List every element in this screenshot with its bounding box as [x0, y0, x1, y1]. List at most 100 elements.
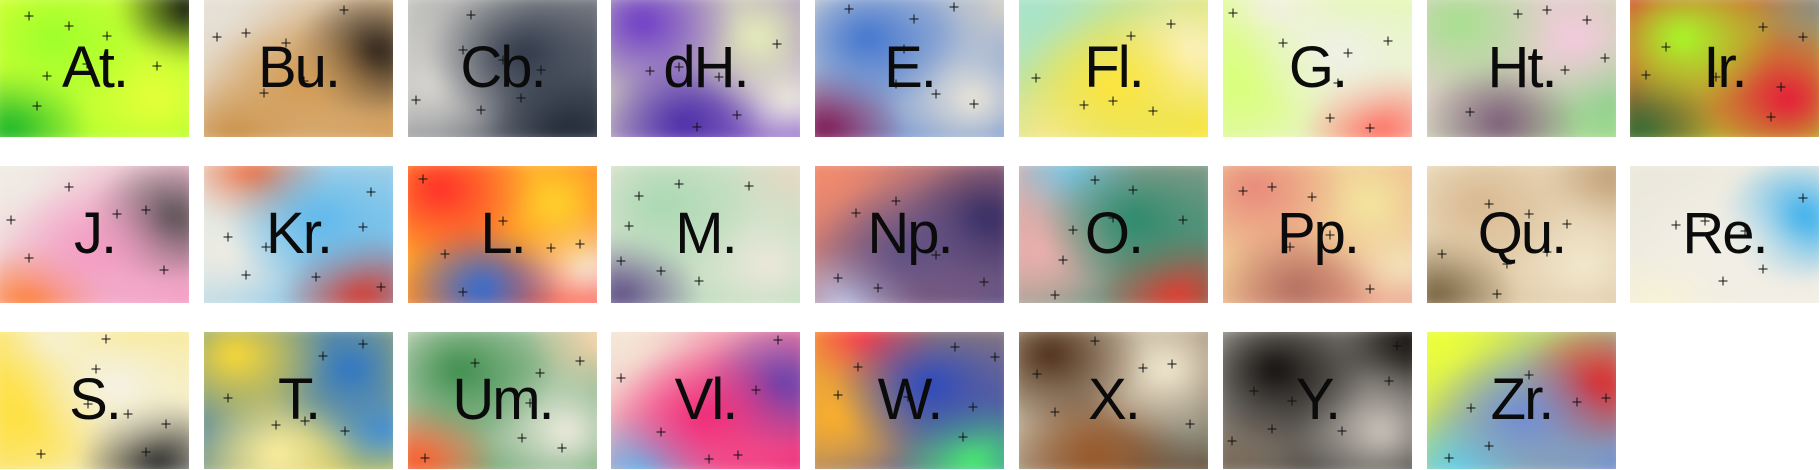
gradient-tile-x[interactable]: X.	[1019, 332, 1208, 469]
sparkle-icon	[714, 72, 724, 82]
sparkle-icon	[1465, 107, 1475, 117]
sparkle-icon	[1798, 32, 1808, 42]
sparkle-icon	[1671, 220, 1681, 230]
sparkle-icon	[311, 272, 321, 282]
tile-label: Cb.	[460, 34, 546, 100]
sparkle-icon	[1365, 284, 1375, 294]
sparkle-icon	[271, 420, 281, 430]
sparkle-icon	[1325, 230, 1335, 240]
gradient-background	[611, 166, 800, 303]
gradient-tile-o[interactable]: O.	[1019, 166, 1208, 303]
sparkle-icon	[1524, 370, 1534, 380]
sparkle-icon	[1700, 216, 1710, 226]
gradient-background	[1223, 166, 1412, 303]
sparkle-icon	[1228, 8, 1238, 18]
sparkle-icon	[1766, 112, 1776, 122]
gradient-tile-vl[interactable]: Vl.	[611, 332, 800, 469]
gradient-tile-um[interactable]: Um.	[408, 332, 597, 469]
sparkle-icon	[476, 105, 486, 115]
gradient-tile-qu[interactable]: Qu.	[1427, 166, 1616, 303]
sparkle-icon	[91, 364, 101, 374]
gradient-tile-ht[interactable]: Ht.	[1427, 0, 1616, 137]
sparkle-icon	[300, 416, 310, 426]
sparkle-icon	[340, 426, 350, 436]
sparkle-icon	[498, 55, 508, 65]
sparkle-icon	[1287, 396, 1297, 406]
sparkle-icon	[259, 88, 269, 98]
sparkle-icon	[152, 61, 162, 71]
gradient-background	[1019, 166, 1208, 303]
sparkle-icon	[241, 28, 251, 38]
sparkle-icon	[1466, 403, 1476, 413]
sparkle-icon	[656, 427, 666, 437]
sparkle-icon	[1502, 259, 1512, 269]
sparkle-icon	[1641, 70, 1651, 80]
sparkle-icon	[411, 95, 421, 105]
sparkle-icon	[1090, 175, 1100, 185]
gradient-tile-zr[interactable]: Zr.	[1427, 332, 1616, 469]
gradient-tile-l[interactable]: L.	[408, 166, 597, 303]
sparkle-icon	[1128, 185, 1138, 195]
sparkle-icon	[891, 196, 901, 206]
sparkle-icon	[64, 182, 74, 192]
sparkle-icon	[1166, 19, 1176, 29]
gradient-tile-m[interactable]: M.	[611, 166, 800, 303]
sparkle-icon	[1542, 5, 1552, 15]
sparkle-icon	[458, 45, 468, 55]
sparkle-icon	[1444, 453, 1454, 463]
sparkle-icon	[535, 368, 545, 378]
gradient-tile-at[interactable]: At.	[0, 0, 189, 137]
gradient-tile-dh[interactable]: dH.	[611, 0, 800, 137]
gradient-background	[408, 166, 597, 303]
gradient-tile-g[interactable]: G.	[1223, 0, 1412, 137]
gradient-tile-kr[interactable]: Kr.	[204, 166, 393, 303]
sparkle-icon	[525, 398, 535, 408]
gradient-tile-j[interactable]: J.	[0, 166, 189, 303]
gradient-tile-pp[interactable]: Pp.	[1223, 166, 1412, 303]
sparkle-icon	[42, 71, 52, 81]
sparkle-icon	[903, 392, 913, 402]
sparkle-icon	[692, 122, 702, 132]
gradient-background	[815, 332, 1004, 469]
tile-label: Np.	[867, 200, 953, 266]
tile-label: At.	[62, 34, 129, 100]
gradient-tile-y[interactable]: Y.	[1223, 332, 1412, 469]
gradient-background	[0, 166, 189, 303]
sparkle-icon	[931, 250, 941, 260]
gradient-tile-t[interactable]: T.	[204, 332, 393, 469]
sparkle-icon	[1365, 123, 1375, 133]
sparkle-icon	[1227, 436, 1237, 446]
sparkle-icon	[112, 209, 122, 219]
gradient-background	[0, 332, 189, 469]
sparkle-icon	[969, 99, 979, 109]
gradient-tile-e[interactable]: E.	[815, 0, 1004, 137]
sparkle-icon	[931, 89, 941, 99]
sparkle-icon	[1325, 113, 1335, 123]
gradient-tile-np[interactable]: Np.	[815, 166, 1004, 303]
sparkle-icon	[1031, 73, 1041, 83]
gradient-tile-re[interactable]: Re.	[1630, 166, 1819, 303]
gradient-tile-s[interactable]: S.	[0, 332, 189, 469]
gradient-tile-cb[interactable]: Cb.	[408, 0, 597, 137]
sparkle-icon	[1050, 290, 1060, 300]
tile-label: O.	[1084, 200, 1144, 266]
sparkle-icon	[958, 432, 968, 442]
tile-label: W.	[877, 366, 944, 432]
sparkle-icon	[744, 181, 754, 191]
sparkle-icon	[440, 249, 450, 259]
sparkle-icon	[1167, 359, 1177, 369]
tile-label: Bu.	[257, 34, 341, 100]
sparkle-icon	[674, 62, 684, 72]
sparkle-icon	[616, 256, 626, 266]
sparkle-icon	[899, 44, 909, 54]
gradient-tile-w[interactable]: W.	[815, 332, 1004, 469]
sparkle-icon	[624, 221, 634, 231]
gradient-tile-ir[interactable]: Ir.	[1630, 0, 1819, 137]
gradient-tile-bu[interactable]: Bu.	[204, 0, 393, 137]
gradient-tile-fl[interactable]: Fl.	[1019, 0, 1208, 137]
sparkle-icon	[1079, 100, 1089, 110]
sparkle-icon	[909, 14, 919, 24]
sparkle-icon	[366, 187, 376, 197]
sparkle-icon	[517, 433, 527, 443]
sparkle-icon	[950, 342, 960, 352]
